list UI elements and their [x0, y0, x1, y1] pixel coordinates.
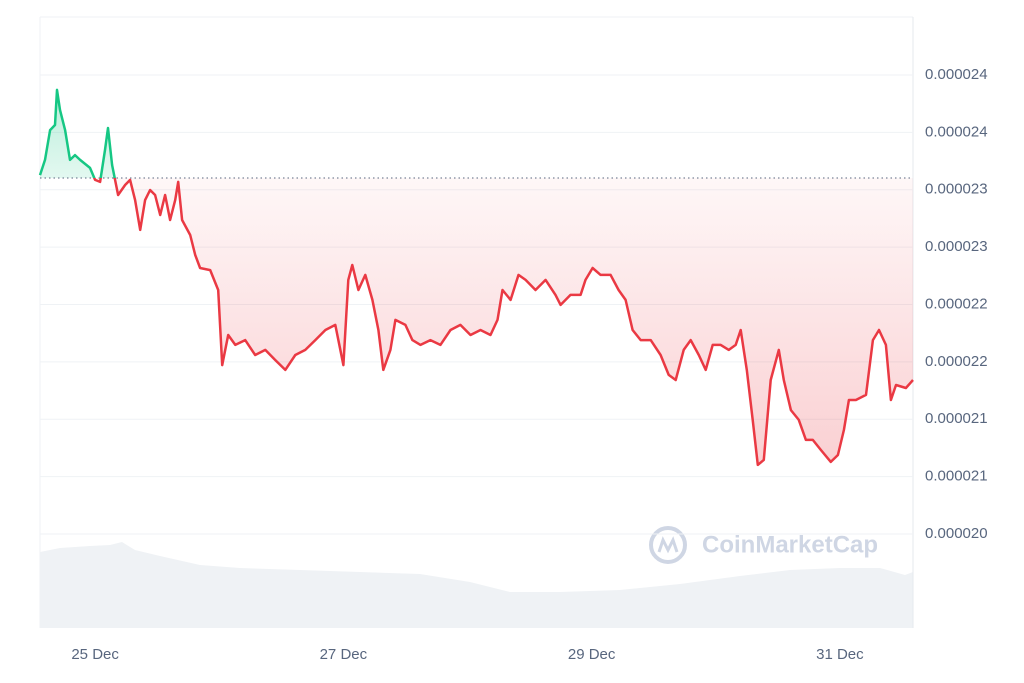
y-tick-label: 0.000023	[925, 181, 988, 198]
x-tick-label: 29 Dec	[568, 646, 616, 663]
watermark-logo-mark	[657, 536, 679, 554]
y-tick-label: 0.000024	[925, 123, 988, 140]
volume-area	[40, 542, 913, 628]
y-tick-label: 0.000020	[925, 525, 988, 542]
x-tick-label: 25 Dec	[71, 646, 119, 663]
y-tick-label: 0.000024	[925, 66, 988, 83]
y-tick-label: 0.000023	[925, 238, 988, 255]
y-tick-label: 0.000021	[925, 468, 988, 485]
price-area	[40, 89, 913, 465]
x-tick-label: 31 Dec	[816, 646, 864, 663]
x-tick-label: 27 Dec	[320, 646, 368, 663]
watermark-text: CoinMarketCap	[702, 531, 878, 558]
watermark: CoinMarketCap	[649, 526, 878, 564]
watermark-logo	[649, 526, 687, 564]
y-tick-label: 0.000022	[925, 295, 988, 312]
y-tick-label: 0.000021	[925, 410, 988, 427]
price-line	[38, 88, 914, 467]
y-tick-label: 0.000022	[925, 353, 988, 370]
